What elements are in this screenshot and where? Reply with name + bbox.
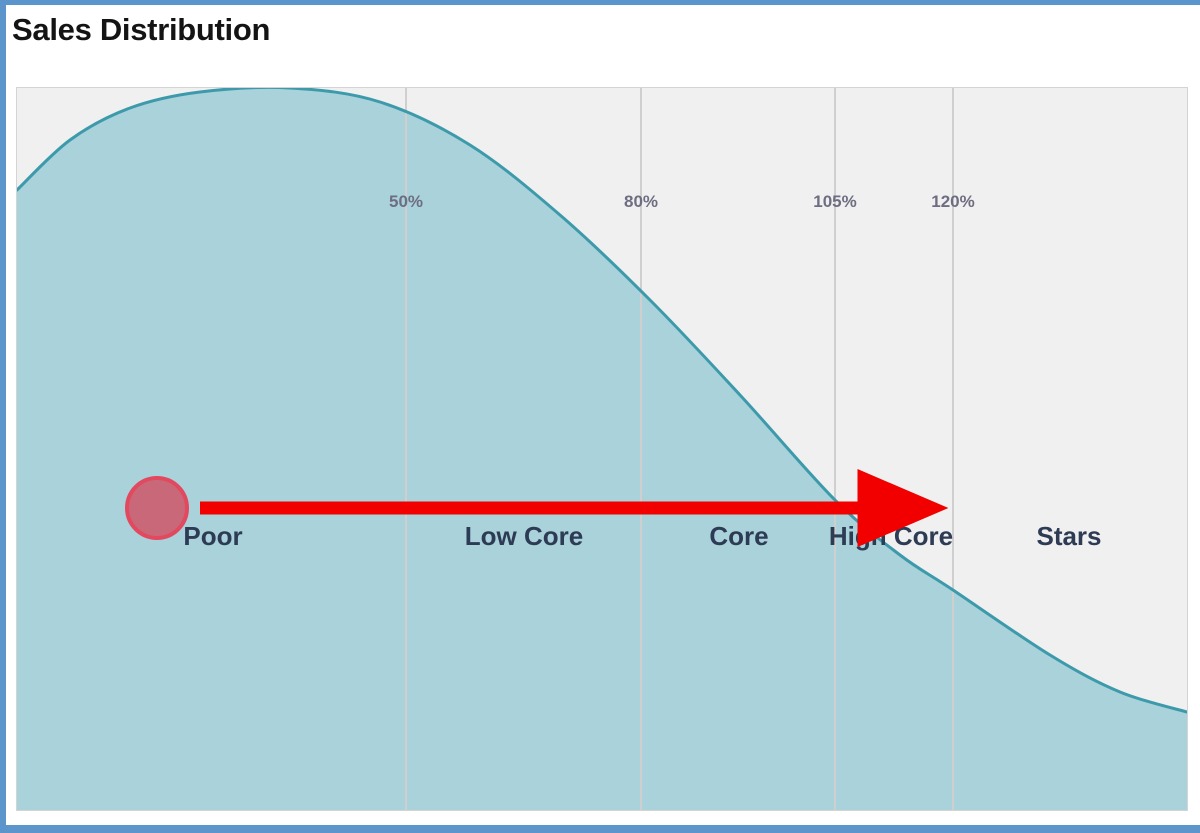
band-label-stars: Stars <box>1036 521 1102 551</box>
band-label-poor: Poor <box>183 521 243 551</box>
gridlines <box>405 88 954 810</box>
window-border-left <box>0 0 6 833</box>
plot-area: 50% 80% 105% 120% Poor Low Core Core High Core… <box>16 87 1188 811</box>
tick-label-120: 120% <box>931 192 975 211</box>
band-label-low-core: Low Core <box>464 521 584 551</box>
page-title: Sales Distribution <box>12 12 271 47</box>
distribution-area <box>17 88 1187 810</box>
tick-label-50: 50% <box>388 192 424 211</box>
window-border-bottom <box>0 825 1200 833</box>
tick-label-80: 80% <box>623 192 659 211</box>
band-label-high-core: High Core <box>828 521 954 551</box>
distribution-curve <box>17 88 1187 714</box>
distribution-curve-svg <box>17 88 1187 810</box>
window-border-top <box>0 0 1200 5</box>
tick-label-105: 105% <box>813 192 857 211</box>
band-label-core: Core <box>709 521 769 551</box>
